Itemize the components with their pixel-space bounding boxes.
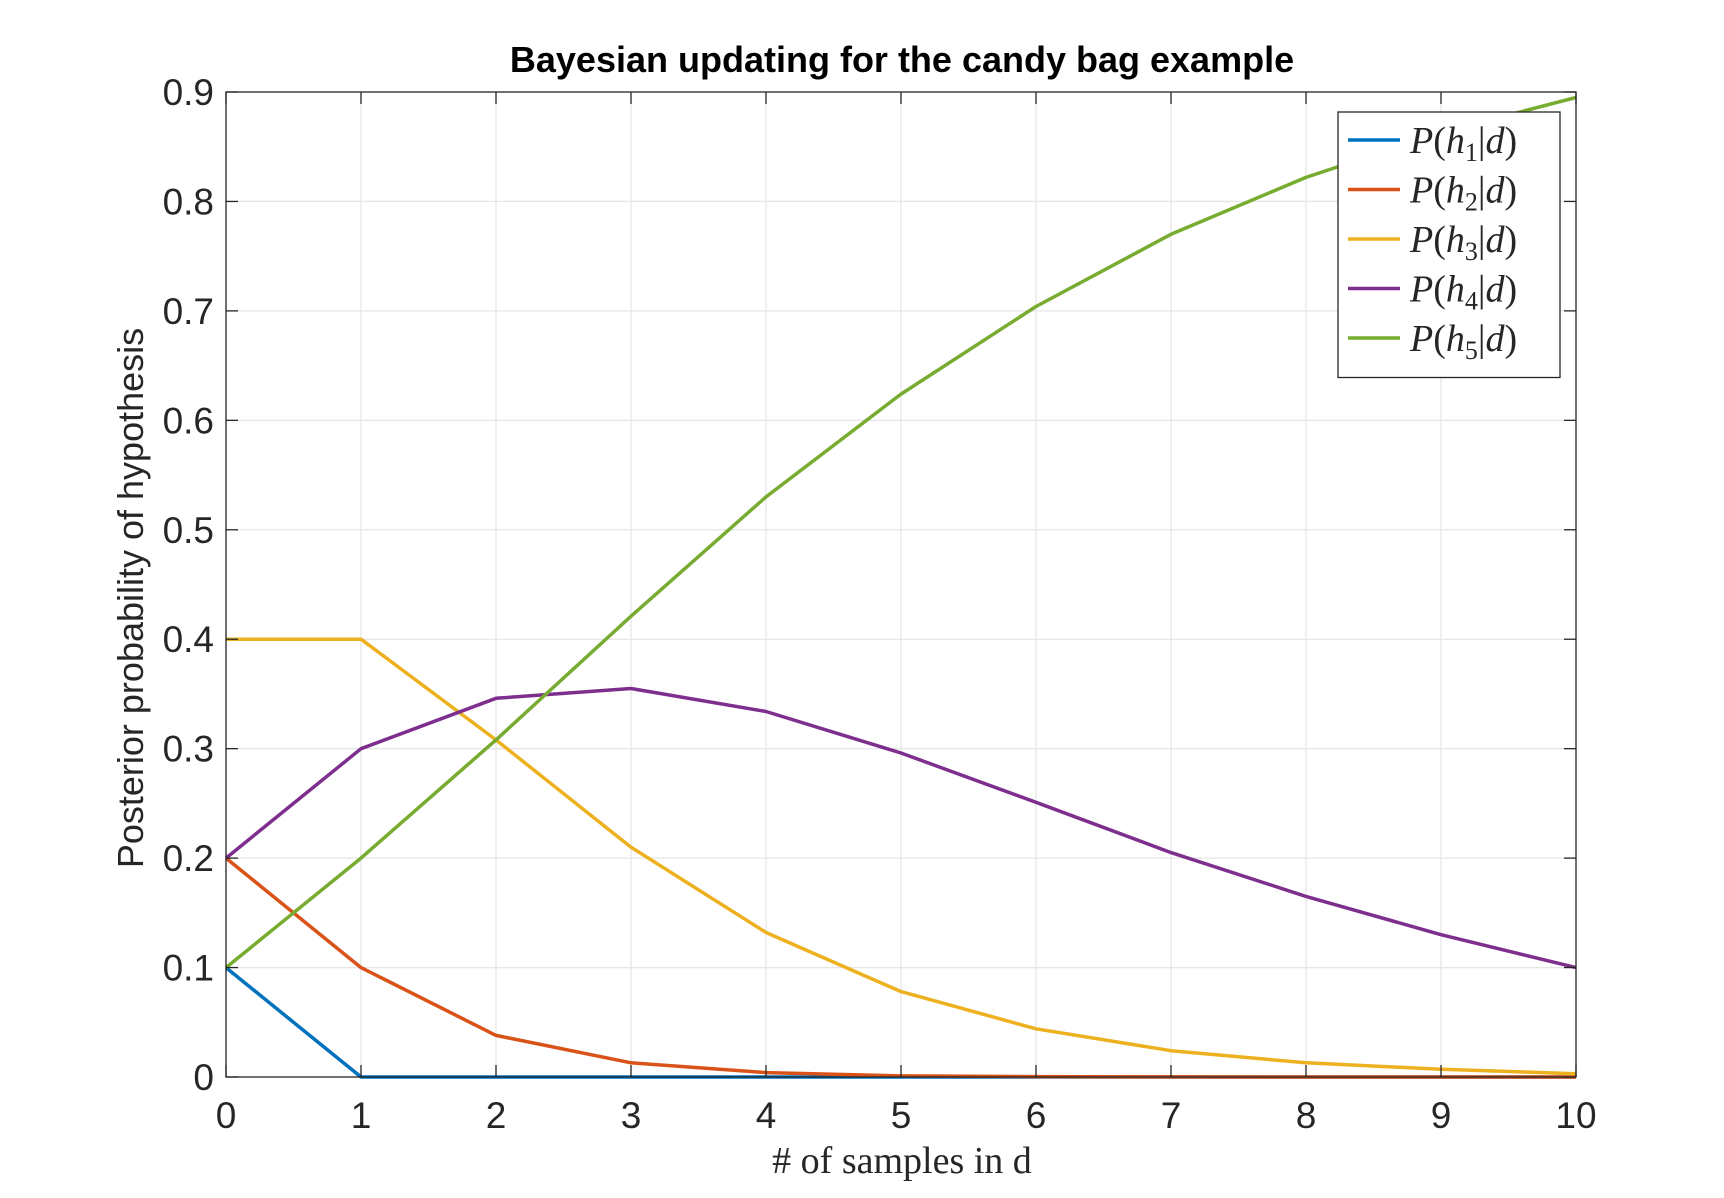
x-tick-labels: 0 1 2 3 4 5 6 7 8 9 10 <box>216 1095 1597 1136</box>
legend-label-3: P(h3|d) <box>1409 219 1517 266</box>
x-tick-label: 2 <box>486 1095 507 1136</box>
x-tick-label: 6 <box>1026 1095 1047 1136</box>
axis-ticks <box>225 91 1577 1078</box>
y-tick-label: 0.3 <box>163 729 214 770</box>
legend-label-4: P(h4|d) <box>1409 269 1517 316</box>
x-tick-label: 9 <box>1431 1095 1452 1136</box>
x-tick-label: 0 <box>216 1095 237 1136</box>
y-tick-label: 0.1 <box>163 948 214 989</box>
series-line-4 <box>224 686 1577 970</box>
x-tick-label: 10 <box>1555 1095 1596 1136</box>
x-tick-label: 3 <box>621 1095 642 1136</box>
y-tick-label: 0.6 <box>163 400 214 441</box>
legend-label-1: P(h1|d) <box>1409 120 1517 167</box>
legend-label-5: P(h5|d) <box>1409 318 1517 365</box>
y-tick-label: 0.7 <box>163 291 214 332</box>
legend-label-2: P(h2|d) <box>1409 170 1517 217</box>
y-tick-label: 0.8 <box>163 181 214 222</box>
x-tick-label: 4 <box>756 1095 777 1136</box>
x-tick-label: 8 <box>1296 1095 1317 1136</box>
y-axis-label: Posterior probability of hypothesis <box>110 328 151 868</box>
chart-title: Bayesian updating for the candy bag exam… <box>510 39 1294 80</box>
x-tick-label: 7 <box>1161 1095 1182 1136</box>
y-tick-label: 0.9 <box>163 72 214 113</box>
legend-box <box>1337 111 1561 379</box>
y-tick-label: 0.2 <box>163 838 214 879</box>
series-line-3 <box>226 637 1577 1076</box>
x-tick-label: 1 <box>351 1095 372 1136</box>
x-axis-label: # of samples in d <box>772 1140 1032 1182</box>
x-tick-label: 5 <box>891 1095 912 1136</box>
legend: P(h1|d)P(h2|d)P(h3|d)P(h4|d)P(h5|d) <box>1337 111 1561 379</box>
y-tick-label: 0.5 <box>163 510 214 551</box>
y-tick-label: 0 <box>193 1057 214 1098</box>
y-tick-labels: 0 0.1 0.2 0.3 0.4 0.5 0.6 0.7 0.8 0.9 <box>163 72 214 1098</box>
y-tick-label: 0.4 <box>163 619 214 660</box>
